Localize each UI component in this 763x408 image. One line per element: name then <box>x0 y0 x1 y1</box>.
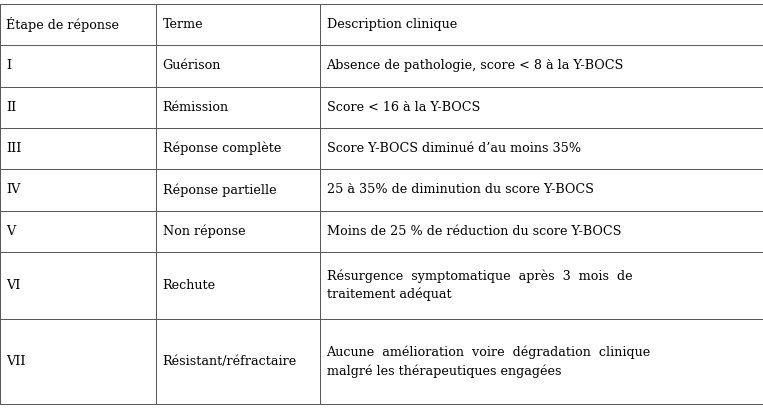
Text: Réponse partielle: Réponse partielle <box>163 183 276 197</box>
Text: Absence de pathologie, score < 8 à la Y-BOCS: Absence de pathologie, score < 8 à la Y-… <box>327 60 624 73</box>
Text: III: III <box>6 142 21 155</box>
Text: traitement adéquat: traitement adéquat <box>327 288 451 302</box>
Text: VI: VI <box>6 279 21 292</box>
Text: Moins de 25 % de réduction du score Y-BOCS: Moins de 25 % de réduction du score Y-BO… <box>327 225 621 238</box>
Text: malgré les thérapeutiques engagées: malgré les thérapeutiques engagées <box>327 364 561 377</box>
Text: II: II <box>6 101 16 114</box>
Text: I: I <box>6 60 11 73</box>
Text: Résurgence  symptomatique  après  3  mois  de: Résurgence symptomatique après 3 mois de <box>327 270 633 283</box>
Text: IV: IV <box>6 183 21 196</box>
Text: Score < 16 à la Y-BOCS: Score < 16 à la Y-BOCS <box>327 101 480 114</box>
Text: Réponse complète: Réponse complète <box>163 142 281 155</box>
Text: Description clinique: Description clinique <box>327 18 457 31</box>
Text: Rechute: Rechute <box>163 279 216 292</box>
Text: Résistant/réfractaire: Résistant/réfractaire <box>163 355 297 368</box>
Text: 25 à 35% de diminution du score Y-BOCS: 25 à 35% de diminution du score Y-BOCS <box>327 183 594 196</box>
Text: Aucune  amélioration  voire  dégradation  clinique: Aucune amélioration voire dégradation cl… <box>327 346 651 359</box>
Text: VII: VII <box>6 355 26 368</box>
Text: V: V <box>6 225 15 238</box>
Text: Non réponse: Non réponse <box>163 224 245 238</box>
Text: Rémission: Rémission <box>163 101 229 114</box>
Text: Étape de réponse: Étape de réponse <box>6 17 119 32</box>
Text: Score Y-BOCS diminué d’au moins 35%: Score Y-BOCS diminué d’au moins 35% <box>327 142 581 155</box>
Text: Guérison: Guérison <box>163 60 221 73</box>
Text: Terme: Terme <box>163 18 203 31</box>
